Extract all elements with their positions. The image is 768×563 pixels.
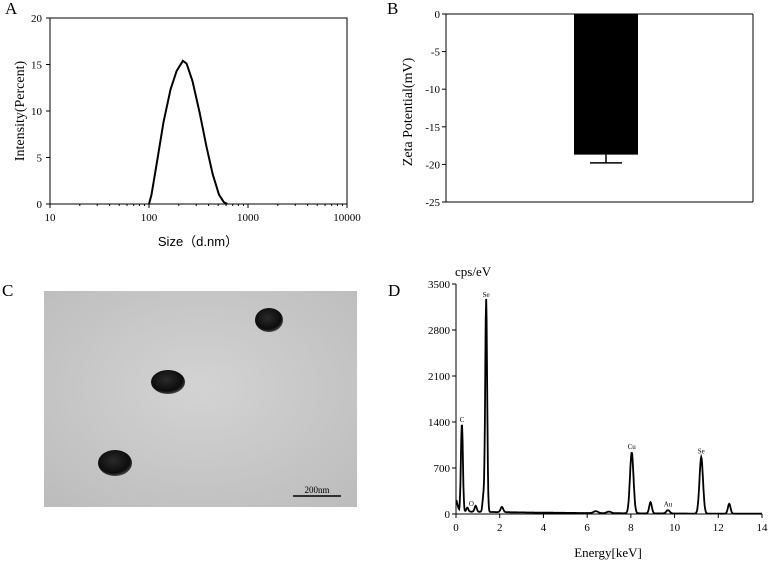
panel-d-peak-label: Au [664,501,673,509]
panel-a: A 10 100 1000 10000 0 5 10 15 20 Size（d.nm） Int… [5,0,361,249]
panel-b-y-ticks: 0 -5 -10 -15 -20 -25 [425,9,446,209]
panel-a-y-tick-label: 20 [31,13,43,25]
panel-a-x-tick-label: 10000 [333,212,361,224]
panel-d-unit-label: cps/eV [455,264,492,279]
panel-b: B 0 -5 -10 -15 -20 -25 Zeta Potential(mV) [387,0,754,209]
panel-b-y-tick-label: -25 [425,197,440,209]
panel-b-y-tick-label: 0 [435,9,441,21]
panel-a-x-tick-label: 10 [45,212,57,224]
panel-d-x-tick-label: 2 [497,522,503,534]
nanoparticle [255,308,283,332]
panel-a-series-line [148,59,228,205]
nanoparticle [98,450,132,476]
panel-d-x-axis-label: Energy[keV] [574,545,642,560]
panel-a-y-ticks: 0 5 10 15 20 [31,13,50,211]
panel-a-y-axis-label: Intensity(Percent) [13,61,28,162]
panel-d-peak-label: O [469,500,474,508]
panel-d-y-tick-label: 3500 [428,279,451,291]
panel-d-y-tick-label: 700 [434,463,451,475]
panel-d-x-tick-label: 4 [541,522,547,534]
panel-a-y-tick-label: 5 [37,153,43,165]
panel-d-peak-label: Cu [628,443,637,451]
panel-d-peak-label: Se [483,291,490,299]
panel-d-x-tick-label: 12 [713,522,724,534]
panel-d-peak-labels: C O Se Cu Au Se [460,291,705,509]
panel-a-y-tick-label: 15 [31,60,43,72]
panel-b-y-axis-label: Zeta Potential(mV) [401,57,416,166]
panel-d-x-tick-label: 6 [584,522,590,534]
panel-d-peak-label: C [460,416,465,424]
panel-d-x-tick-label: 10 [669,522,681,534]
panel-b-y-tick-label: -5 [431,47,441,59]
panel-b-label: B [387,0,398,18]
panel-a-x-tick-label: 100 [141,212,158,224]
panel-c: C 200nm [2,281,357,507]
panel-a-y-tick-label: 0 [37,199,43,211]
panel-d-y-tick-label: 2100 [428,371,451,383]
panel-d-x-tick-label: 8 [628,522,634,534]
panel-d-y-ticks: 0 700 1400 2100 2800 3500 [428,279,456,521]
panel-d-y-tick-label: 1400 [428,417,451,429]
panel-d-y-tick-label: 2800 [428,325,451,337]
panel-d-x-tick-label: 14 [757,522,768,534]
panel-a-x-tick-label: 1000 [237,212,260,224]
panel-d-label: D [388,281,400,300]
panel-b-y-tick-label: -10 [425,84,440,96]
panel-d-x-tick-label: 0 [453,522,459,534]
nanoparticle [151,370,185,394]
panel-a-label: A [5,0,18,18]
panel-b-y-tick-label: -15 [425,122,440,134]
panel-d-y-tick-label: 0 [445,509,451,521]
panel-d-peak-label: Se [698,447,705,455]
panel-d-x-ticks: 0 2 4 6 8 10 12 14 [453,514,768,534]
panel-a-x-axis-label: Size（d.nm） [158,234,238,249]
panel-a-y-tick-label: 10 [31,106,43,118]
scale-bar-label: 200nm [304,485,329,495]
panel-a-x-ticks: 10 100 1000 10000 [45,204,361,224]
panel-c-label: C [2,281,13,300]
tem-image [44,291,357,507]
panel-d-spectrum-line [455,298,762,515]
panel-b-y-tick-label: -20 [425,159,440,171]
panel-b-bar [574,14,638,155]
